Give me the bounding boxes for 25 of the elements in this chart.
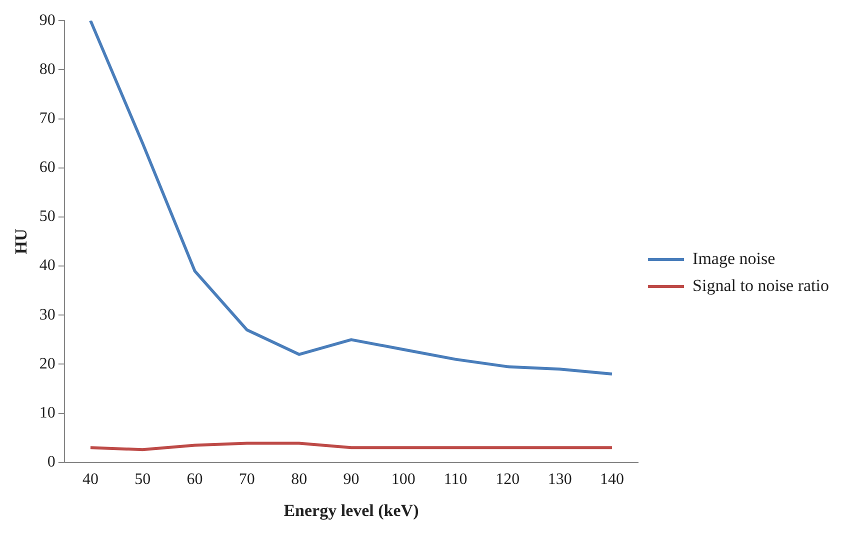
x-tick-label: 100 <box>391 471 416 488</box>
legend-label: Signal to noise ratio <box>692 276 830 295</box>
x-tick-label: 80 <box>291 471 308 488</box>
y-axis-title: HU <box>12 228 31 254</box>
y-tick-label: 50 <box>39 208 56 226</box>
x-tick-label: 50 <box>134 471 151 488</box>
x-axis-title: Energy level (keV) <box>284 501 419 520</box>
y-tick-label: 80 <box>39 60 56 78</box>
y-tick-label: 70 <box>39 110 56 127</box>
y-tick-label: 30 <box>39 306 56 324</box>
x-tick-label: 70 <box>238 471 255 488</box>
y-tick-label: 20 <box>39 355 56 372</box>
x-tick-label: 130 <box>548 471 572 488</box>
y-tick-label: 40 <box>39 257 56 274</box>
x-tick-label: 40 <box>82 471 98 488</box>
x-tick-label: 90 <box>343 471 360 488</box>
legend-label: Image noise <box>692 248 776 268</box>
y-tick-label: 60 <box>39 159 56 176</box>
y-tick-label: 90 <box>39 12 56 29</box>
x-tick-label: 110 <box>444 471 468 488</box>
x-tick-label: 140 <box>600 471 624 488</box>
y-tick-label: 10 <box>39 404 56 422</box>
x-tick-label: 120 <box>496 471 520 488</box>
y-tick-label: 0 <box>47 454 56 471</box>
x-tick-label: 60 <box>186 471 203 488</box>
